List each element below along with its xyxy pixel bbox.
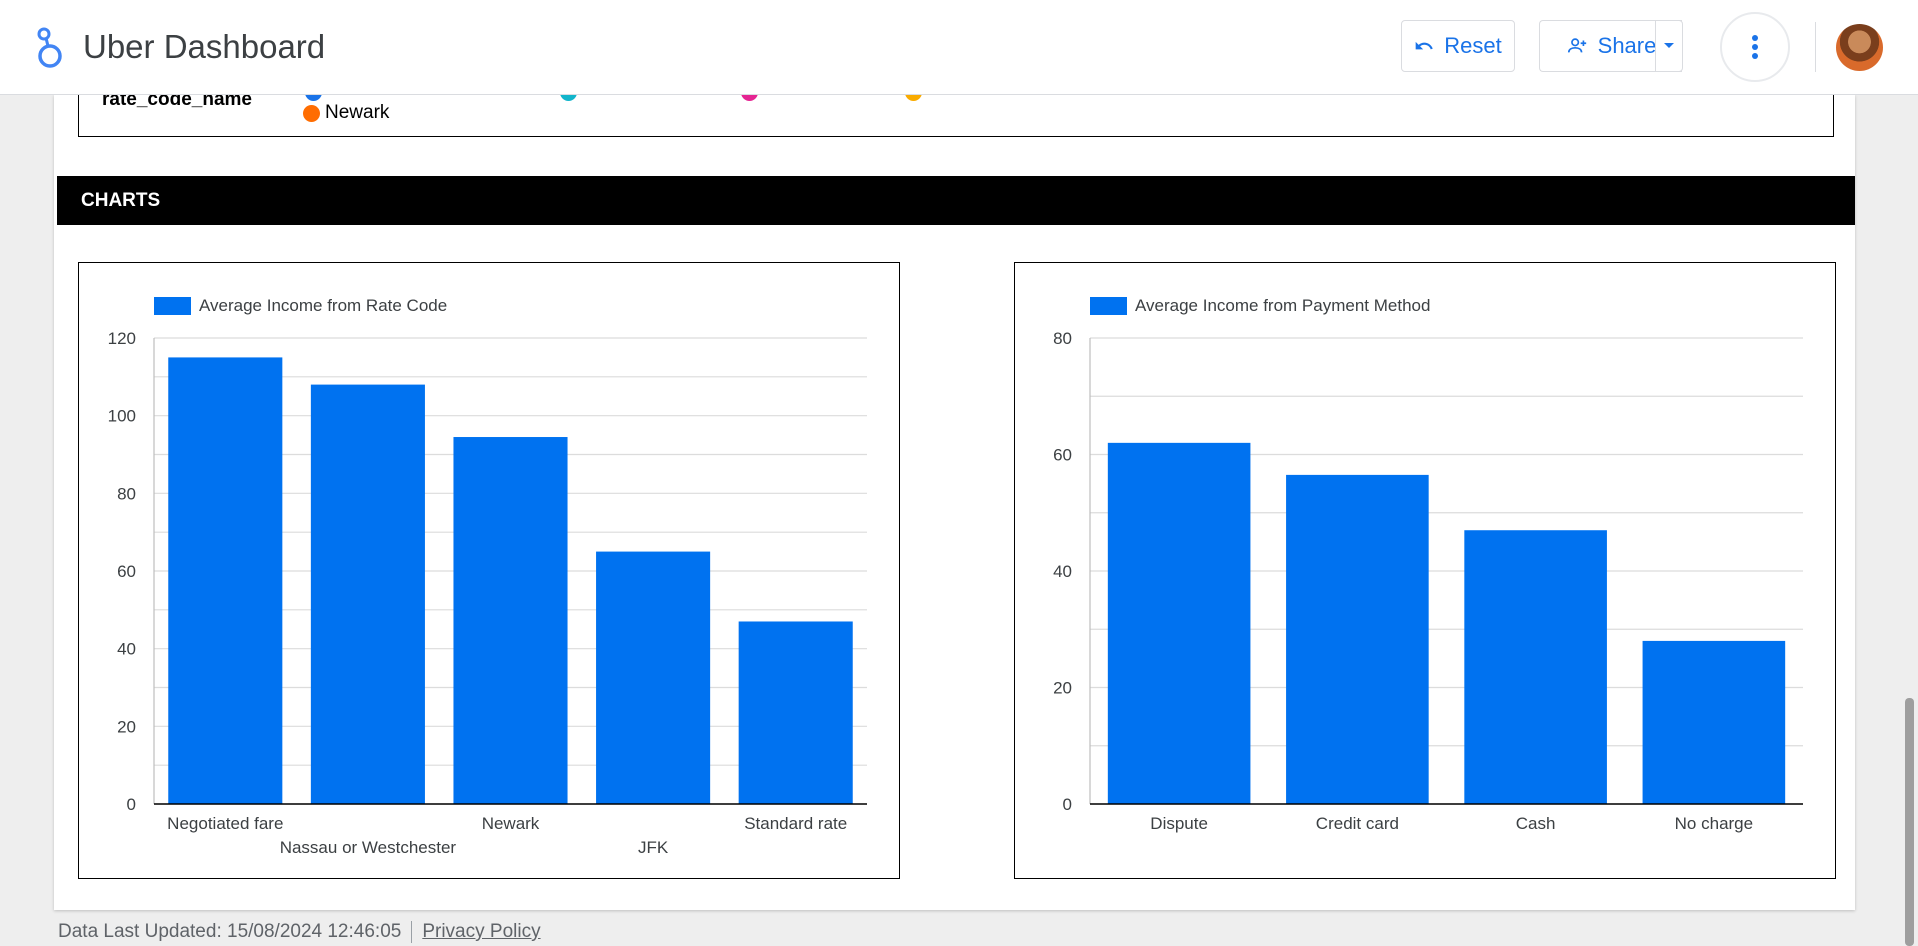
- filter-value-newark[interactable]: Newark: [325, 102, 390, 123]
- more-vert-icon: [1752, 35, 1758, 59]
- bar[interactable]: [1464, 530, 1607, 804]
- legend-swatch: [1090, 297, 1127, 315]
- share-dropdown-button[interactable]: [1655, 20, 1683, 72]
- x-tick-label: No charge: [1675, 814, 1753, 833]
- chart-svg: Average Income from Rate Code 0 20 40 60 80 10…: [108, 296, 867, 857]
- footer: Data Last Updated: 15/08/2024 12:46:05 Pr…: [58, 921, 541, 943]
- looker-studio-logo-icon[interactable]: [30, 26, 66, 70]
- person-add-icon: [1567, 38, 1586, 53]
- x-tick-label: Credit card: [1316, 814, 1399, 833]
- bar[interactable]: [1107, 442, 1251, 804]
- footer-divider: [411, 921, 413, 943]
- x-tick-label: Standard rate: [744, 814, 847, 833]
- undo-icon: [1415, 41, 1433, 50]
- bar[interactable]: [168, 357, 283, 804]
- filter-legend-box: rate_code_name Newark: [78, 84, 1834, 137]
- caret-down-icon: [1664, 43, 1674, 48]
- toolbar-divider: [1815, 22, 1816, 72]
- y-tick-label: 60: [117, 562, 136, 581]
- reset-button[interactable]: Reset: [1401, 20, 1515, 72]
- x-tick-label: Dispute: [1150, 814, 1208, 833]
- privacy-policy-link[interactable]: Privacy Policy: [422, 921, 541, 943]
- top-app-bar: Uber Dashboard Reset Share: [0, 0, 1918, 95]
- bar[interactable]: [1642, 640, 1786, 804]
- x-tick-label: Cash: [1516, 814, 1556, 833]
- y-tick-label: 0: [127, 795, 136, 814]
- y-tick-label: 80: [117, 484, 136, 503]
- scrollbar[interactable]: [1905, 698, 1914, 946]
- x-tick-label: Negotiated fare: [167, 814, 283, 833]
- avatar[interactable]: [1836, 24, 1883, 71]
- y-tick-label: 20: [117, 717, 136, 736]
- y-tick-label: 40: [1053, 562, 1072, 581]
- y-tick-label: 120: [108, 329, 136, 348]
- legend-label: Average Income from Rate Code: [199, 296, 447, 315]
- y-tick-label: 80: [1053, 329, 1072, 348]
- rate-code-chart[interactable]: Average Income from Rate Code 0 20 40 60 80 10…: [78, 262, 900, 879]
- payment-method-chart[interactable]: Average Income from Payment Method 0 20 40 6…: [1014, 262, 1836, 879]
- report-page: rate_code_name Newark CHARTS Average Inc…: [54, 84, 1855, 910]
- bar[interactable]: [453, 437, 568, 804]
- chart-svg: Average Income from Payment Method 0 20 40 6…: [1053, 296, 1803, 833]
- reset-label: Reset: [1444, 33, 1502, 58]
- share-label: Share: [1597, 33, 1657, 58]
- section-header: CHARTS: [57, 176, 1855, 225]
- more-options-button[interactable]: [1720, 12, 1790, 82]
- y-tick-label: 0: [1063, 795, 1072, 814]
- legend-dot-newark[interactable]: [303, 105, 320, 122]
- last-updated-text: Data Last Updated: 15/08/2024 12:46:05: [58, 921, 402, 943]
- x-tick-label: Nassau or Westchester: [280, 838, 457, 857]
- y-tick-label: 60: [1053, 446, 1072, 465]
- bar[interactable]: [596, 551, 711, 804]
- y-tick-label: 40: [117, 640, 136, 659]
- app-title: Uber Dashboard: [83, 28, 326, 65]
- legend-label: Average Income from Payment Method: [1135, 296, 1430, 315]
- x-tick-label: Newark: [482, 814, 540, 833]
- bar[interactable]: [1286, 474, 1429, 804]
- bar[interactable]: [310, 384, 425, 804]
- y-tick-label: 20: [1053, 679, 1072, 698]
- bar[interactable]: [738, 621, 853, 804]
- y-tick-label: 100: [108, 407, 136, 426]
- x-tick-label: JFK: [638, 838, 669, 857]
- legend-swatch: [154, 297, 191, 315]
